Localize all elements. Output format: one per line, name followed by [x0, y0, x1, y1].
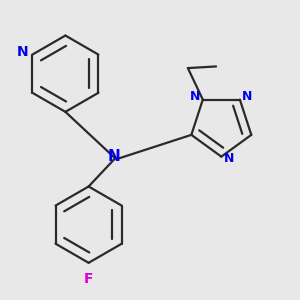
Text: N: N	[17, 45, 29, 59]
Text: N: N	[107, 149, 120, 164]
Text: N: N	[224, 152, 234, 165]
Text: N: N	[242, 90, 252, 103]
Text: N: N	[190, 90, 201, 103]
Text: F: F	[84, 272, 93, 286]
